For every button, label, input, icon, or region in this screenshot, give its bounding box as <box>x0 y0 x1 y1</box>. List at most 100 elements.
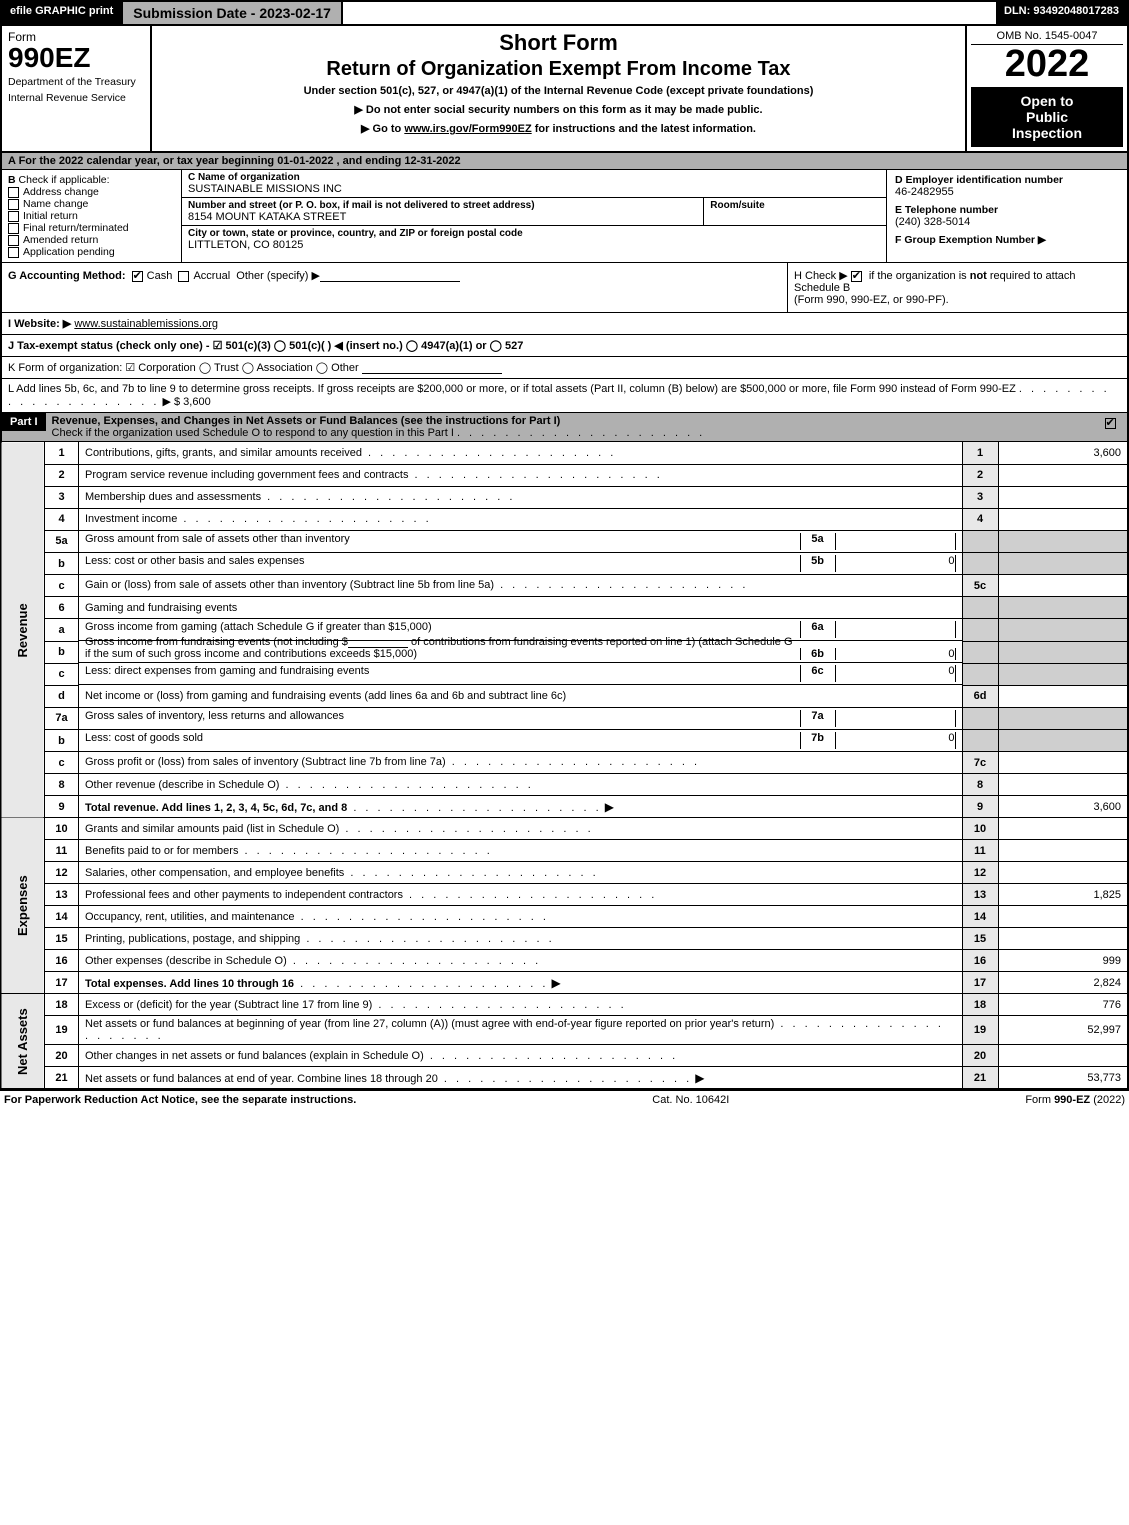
ln6a-amt <box>998 619 1128 642</box>
part-i-label: Part I <box>2 413 46 431</box>
chk-amended[interactable] <box>8 235 19 246</box>
ln7b-text: Less: cost of goods sold <box>85 732 800 749</box>
part-i-header: Part I Revenue, Expenses, and Changes in… <box>0 413 1129 442</box>
ln5a-sub: 5a <box>800 533 836 550</box>
dln-label: DLN: 93492048017283 <box>996 2 1127 24</box>
chk-name-change[interactable] <box>8 199 19 210</box>
ln17-col: 17 <box>962 972 998 994</box>
title-col: Short Form Return of Organization Exempt… <box>152 26 967 151</box>
ln6d-text: Net income or (loss) from gaming and fun… <box>85 690 566 702</box>
ln6b-blank[interactable] <box>348 636 408 648</box>
ln18-col: 18 <box>962 994 998 1016</box>
line-15: 15Printing, publications, postage, and s… <box>1 928 1128 950</box>
ln6-amt <box>998 597 1128 619</box>
h-schedule-b: H Check ▶ if the organization is not req… <box>787 263 1127 312</box>
ln12-no: 12 <box>45 862 79 884</box>
ln9-text: Total revenue. Add lines 1, 2, 3, 4, 5c,… <box>85 802 347 814</box>
c-city-label: City or town, state or province, country… <box>188 228 880 239</box>
k-text: K Form of organization: ☑ Corporation ◯ … <box>8 362 359 374</box>
ln1-amt: 3,600 <box>998 442 1128 464</box>
irs-link[interactable]: www.irs.gov/Form990EZ <box>404 123 531 135</box>
c-name-label: C Name of organization <box>188 172 880 183</box>
ln4-text: Investment income <box>85 513 177 525</box>
line-6d: dNet income or (loss) from gaming and fu… <box>1 685 1128 707</box>
chk-initial[interactable] <box>8 211 19 222</box>
opt-final: Final return/terminated <box>23 222 129 234</box>
form-number: 990EZ <box>8 44 144 72</box>
footer-catno: Cat. No. 10642I <box>356 1094 1025 1106</box>
ln5a-amt <box>998 530 1128 553</box>
line-14: 14 Occupancy, rent, utilities, and mainte… <box>1 906 1128 928</box>
top-bar: efile GRAPHIC print Submission Date - 20… <box>0 0 1129 26</box>
ln6a-subamt <box>836 621 956 638</box>
ln6c-subamt: 0 <box>836 665 956 682</box>
b-check-if: Check if applicable: <box>19 174 110 186</box>
ln18-amt: 776 <box>998 994 1128 1016</box>
ln6b-col <box>962 641 998 663</box>
org-name: SUSTAINABLE MISSIONS INC <box>188 183 880 195</box>
chk-pending[interactable] <box>8 247 19 258</box>
ln5a-text: Gross amount from sale of assets other t… <box>85 533 800 550</box>
footer-form-no: 990-EZ <box>1054 1094 1090 1106</box>
col-c: C Name of organization SUSTAINABLE MISSI… <box>182 170 887 262</box>
chk-cash[interactable] <box>132 271 143 282</box>
ln1-no: 1 <box>45 442 79 464</box>
chk-address-change[interactable] <box>8 187 19 198</box>
open-line1: Open to <box>975 93 1119 109</box>
ln13-text: Professional fees and other payments to … <box>85 889 403 901</box>
side-revenue: Revenue <box>1 442 45 818</box>
ln14-col: 14 <box>962 906 998 928</box>
ln7a-subamt <box>836 710 956 727</box>
ln15-col: 15 <box>962 928 998 950</box>
org-address: 8154 MOUNT KATAKA STREET <box>188 211 697 223</box>
website-link[interactable]: www.sustainablemissions.org <box>74 318 218 330</box>
efile-print-button[interactable]: efile GRAPHIC print <box>2 2 123 24</box>
ln5b-no: b <box>45 553 79 575</box>
open-to-public: Open to Public Inspection <box>971 87 1123 147</box>
ln2-col: 2 <box>962 464 998 486</box>
ln5b-text: Less: cost or other basis and sales expe… <box>85 555 800 572</box>
ln9-amt: 3,600 <box>998 796 1128 818</box>
f-label: F Group Exemption Number ▶ <box>895 234 1046 246</box>
ln10-col: 10 <box>962 818 998 840</box>
ln7b-subamt: 0 <box>836 732 956 749</box>
h-t1: H Check ▶ <box>794 270 851 282</box>
ln5c-text: Gain or (loss) from sale of assets other… <box>85 579 494 591</box>
goto-pre: ▶ Go to <box>361 123 404 135</box>
open-line2: Public <box>975 109 1119 125</box>
line-2: 2 Program service revenue including gover… <box>1 464 1128 486</box>
ln8-amt <box>998 774 1128 796</box>
ln7b-no: b <box>45 730 79 752</box>
ln14-text: Occupancy, rent, utilities, and maintena… <box>85 911 295 923</box>
k-other-blank[interactable] <box>362 362 502 374</box>
j-text: J Tax-exempt status (check only one) - ☑… <box>8 340 523 352</box>
chk-h[interactable] <box>851 271 862 282</box>
row-l-gross-receipts: L Add lines 5b, 6c, and 7b to line 9 to … <box>0 379 1129 413</box>
chk-accrual[interactable] <box>178 271 189 282</box>
ln5a-subamt <box>836 533 956 550</box>
chk-final[interactable] <box>8 223 19 234</box>
ln7c-col: 7c <box>962 752 998 774</box>
ln11-text: Benefits paid to or for members <box>85 845 238 857</box>
ln14-no: 14 <box>45 906 79 928</box>
ln6c-col <box>962 663 998 685</box>
ln16-no: 16 <box>45 950 79 972</box>
row-gh: G Accounting Method: Cash Accrual Other … <box>0 263 1129 313</box>
opt-initial: Initial return <box>23 210 78 222</box>
chk-sched-o[interactable] <box>1105 418 1116 429</box>
ln14-amt <box>998 906 1128 928</box>
ln6a-no: a <box>45 619 79 642</box>
ln9-no: 9 <box>45 796 79 818</box>
ln8-no: 8 <box>45 774 79 796</box>
line-10: Expenses 10Grants and similar amounts pa… <box>1 818 1128 840</box>
ln4-amt <box>998 508 1128 530</box>
phone-value: (240) 328-5014 <box>895 216 1119 228</box>
ln7b-col <box>962 730 998 752</box>
ln2-text: Program service revenue including govern… <box>85 469 408 481</box>
row-a-period: A For the 2022 calendar year, or tax yea… <box>0 153 1129 170</box>
g-other-blank[interactable] <box>320 270 460 282</box>
ln7c-amt <box>998 752 1128 774</box>
ln7a-no: 7a <box>45 707 79 730</box>
h-not: not <box>970 270 987 282</box>
ln21-amt: 53,773 <box>998 1067 1128 1089</box>
